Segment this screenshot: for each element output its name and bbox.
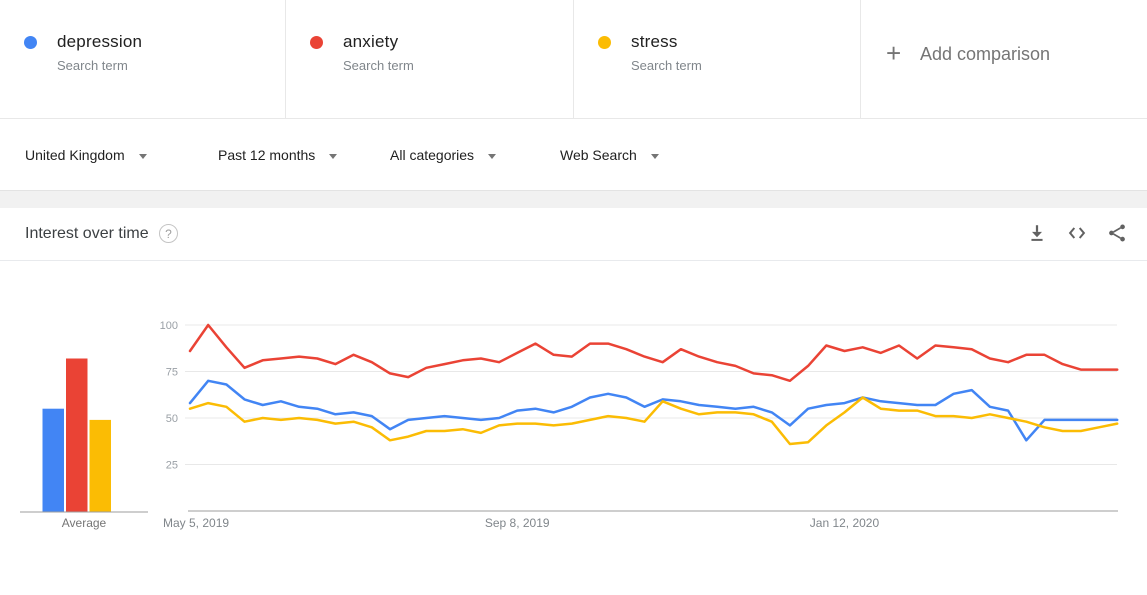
chevron-down-icon: [650, 153, 659, 159]
term-card-anxiety[interactable]: anxiety Search term: [286, 0, 573, 119]
geo-filter-label: United Kingdom: [25, 147, 125, 163]
geo-filter-dropdown[interactable]: United Kingdom: [25, 120, 147, 190]
svg-text:May 5, 2019: May 5, 2019: [163, 516, 229, 530]
section-title: Interest over time: [25, 225, 149, 242]
category-filter-label: All categories: [390, 147, 475, 163]
download-icon[interactable]: [1027, 223, 1047, 243]
term-color-dot-stress: [598, 36, 611, 49]
term-label-stress: stress: [631, 32, 678, 51]
search-type-filter-dropdown[interactable]: Web Search: [560, 120, 659, 190]
term-color-dot-depression: [24, 36, 37, 49]
card-divider: [573, 0, 574, 119]
add-comparison-button[interactable]: + Add comparison: [860, 0, 1147, 119]
embed-icon[interactable]: [1067, 223, 1087, 243]
term-sublabel-stress: Search term: [631, 58, 702, 73]
chart-header: Interest over time ?: [0, 208, 1147, 261]
term-card-stress[interactable]: stress Search term: [574, 0, 860, 119]
chevron-down-icon: [138, 153, 147, 159]
chevron-down-icon: [488, 153, 497, 159]
term-label-anxiety: anxiety: [343, 32, 399, 51]
share-icon[interactable]: [1107, 223, 1127, 243]
term-sublabel-depression: Search term: [57, 58, 128, 73]
section-separator: [0, 190, 1147, 208]
term-comparison-row: depression Search term anxiety Search te…: [0, 0, 1147, 119]
interest-over-time-card: Interest over time ?: [0, 208, 1147, 595]
svg-text:50: 50: [166, 413, 178, 425]
card-divider: [860, 0, 861, 119]
svg-text:Sep 8, 2019: Sep 8, 2019: [485, 516, 550, 530]
interest-over-time-line-chart[interactable]: 25 50 75 100 May 5, 2019 Sep 8, 2019 Jan 12, 2…: [0, 300, 1147, 545]
chevron-down-icon: [329, 153, 338, 159]
card-divider: [285, 0, 286, 119]
term-label-depression: depression: [57, 32, 143, 51]
filter-row: United Kingdom Past 12 months All catego…: [0, 120, 1147, 190]
chart-action-icons: [1027, 223, 1127, 243]
add-comparison-label: Add comparison: [920, 44, 1051, 64]
svg-text:Jan 12, 2020: Jan 12, 2020: [810, 516, 880, 530]
search-type-filter-label: Web Search: [560, 147, 637, 163]
term-color-dot-anxiety: [310, 36, 323, 49]
time-filter-label: Past 12 months: [218, 147, 316, 163]
svg-text:Average: Average: [62, 516, 107, 530]
help-icon[interactable]: ?: [159, 224, 178, 243]
svg-text:25: 25: [166, 460, 178, 472]
term-sublabel-anxiety: Search term: [343, 58, 414, 73]
category-filter-dropdown[interactable]: All categories: [390, 120, 497, 190]
term-card-depression[interactable]: depression Search term: [0, 0, 285, 119]
svg-text:75: 75: [166, 367, 178, 379]
time-filter-dropdown[interactable]: Past 12 months: [218, 120, 338, 190]
plus-icon: +: [886, 38, 902, 68]
svg-text:100: 100: [160, 320, 178, 332]
